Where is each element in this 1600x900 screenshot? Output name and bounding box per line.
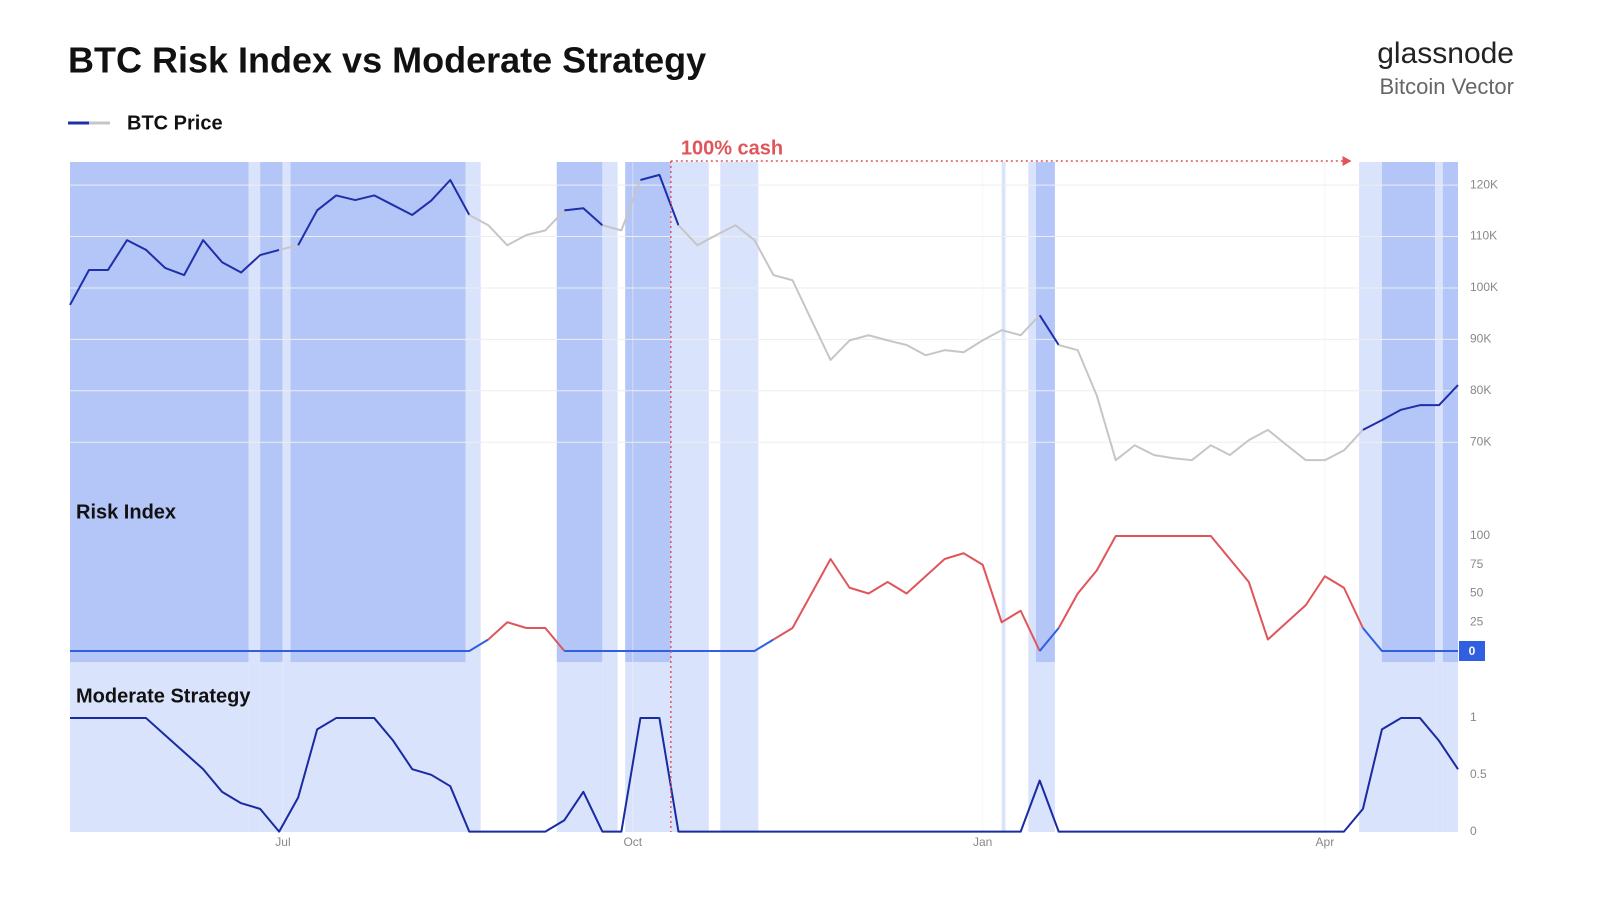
band [556, 162, 603, 662]
line [278, 244, 299, 251]
x-tick-label: Jul [275, 835, 290, 849]
y-tick-label: 100 [1470, 528, 1490, 542]
y-tick-label: 75 [1470, 557, 1484, 571]
band [248, 162, 261, 662]
band [1001, 162, 1006, 662]
x-tick-label: Apr [1316, 835, 1335, 849]
value-badge-label: 0 [1469, 644, 1476, 658]
band [602, 662, 618, 832]
band [282, 662, 291, 832]
band [1359, 662, 1382, 832]
band [720, 662, 759, 832]
bands [70, 162, 1458, 832]
line [677, 224, 1041, 361]
brand-name: glassnode [1377, 37, 1514, 70]
band [1381, 662, 1436, 832]
lines [69, 173, 1459, 833]
band [1442, 162, 1458, 662]
annotation-label: 100% cash [681, 137, 783, 159]
band [602, 162, 618, 662]
line [487, 621, 566, 652]
legend-label: BTC Price [127, 112, 223, 134]
band [260, 162, 283, 662]
band [1435, 162, 1443, 662]
line [1038, 314, 1060, 346]
y-tick-label: 90K [1470, 332, 1491, 346]
y-tick-label: 50 [1470, 586, 1484, 600]
x-tick-label: Oct [623, 835, 642, 849]
line [1362, 384, 1459, 431]
y-tick-label: 1 [1470, 710, 1477, 724]
band [290, 662, 466, 832]
band [248, 662, 261, 832]
band [465, 662, 481, 832]
line [468, 209, 566, 247]
band [720, 162, 759, 662]
brand-subtitle: Bitcoin Vector [1379, 74, 1514, 99]
x-tick-label: Jan [973, 835, 992, 849]
panel-title: Risk Index [76, 501, 176, 523]
band [670, 162, 709, 662]
line [602, 179, 642, 232]
y-tick-label: 70K [1470, 434, 1491, 448]
y-tick-label: 100K [1470, 280, 1498, 294]
band [1035, 662, 1055, 832]
y-tick-label: 110K [1470, 229, 1497, 243]
line [564, 207, 604, 226]
line [1057, 535, 1364, 641]
overlay: 0 100% cash [670, 137, 1485, 832]
line [297, 178, 471, 246]
line [70, 717, 1459, 833]
band [1028, 162, 1036, 662]
line [1362, 627, 1458, 652]
y-tick-label: 120K [1470, 177, 1498, 191]
line [70, 638, 489, 652]
band [670, 662, 709, 832]
line [640, 173, 680, 226]
band [465, 162, 481, 662]
y-tick-label: 80K [1470, 383, 1491, 397]
line [1058, 344, 1364, 462]
panel-title: Moderate Strategy [76, 685, 251, 707]
line [564, 638, 775, 652]
band [70, 662, 249, 832]
y-tick-label: 0.5 [1470, 767, 1487, 781]
chart-title: BTC Risk Index vs Moderate Strategy [68, 40, 706, 81]
arrow-head [1342, 156, 1352, 166]
line [1038, 627, 1060, 652]
band [1035, 162, 1055, 662]
band [1028, 662, 1036, 832]
y-tick-label: 25 [1470, 614, 1484, 628]
band [556, 662, 603, 832]
band [1381, 162, 1436, 662]
band [1442, 662, 1458, 832]
line [772, 552, 1041, 652]
y-tick-label: 0 [1470, 824, 1477, 838]
band [282, 162, 291, 662]
band [1001, 662, 1006, 832]
band [260, 662, 283, 832]
band [1359, 162, 1382, 662]
band [1435, 662, 1443, 832]
band [70, 162, 249, 662]
grid: 70K 80K 90K 100K 110K 120K 25 50 75 100 0 0.5 1 Jul Oc… [70, 162, 1498, 849]
band [290, 162, 466, 662]
line [69, 239, 280, 306]
value-badge [1459, 641, 1485, 661]
